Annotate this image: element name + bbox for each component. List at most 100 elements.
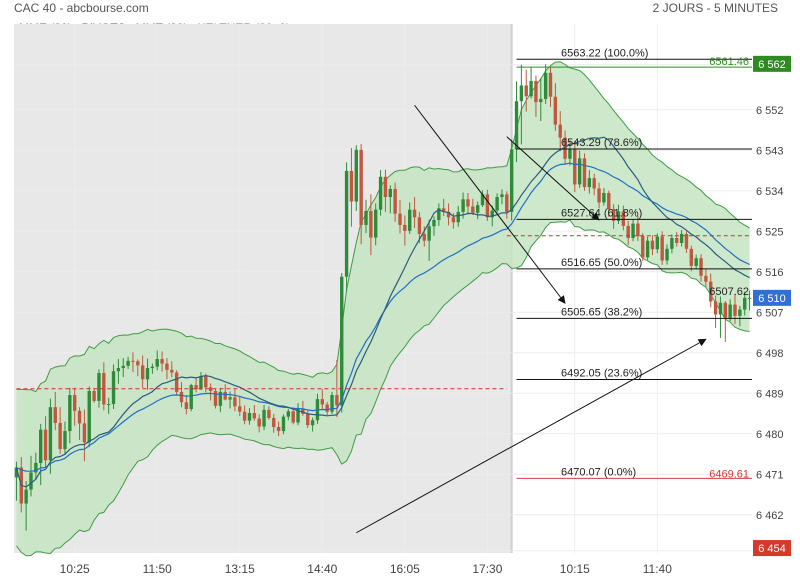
candle-body[interactable] [592,178,596,189]
candle-body[interactable] [383,176,388,198]
candle-body[interactable] [558,124,562,138]
candle-body[interactable] [432,220,436,227]
candle-body[interactable] [621,211,626,226]
candle-body[interactable] [602,193,606,203]
candle-body[interactable] [344,170,349,277]
candle-body[interactable] [82,423,87,443]
candle-body[interactable] [179,391,184,403]
candle-body[interactable] [684,233,689,249]
candle-body[interactable] [150,366,155,369]
candle-body[interactable] [582,158,587,188]
candle-body[interactable] [111,371,116,405]
candle-body[interactable] [335,395,339,406]
candle-body[interactable] [165,363,169,370]
candle-body[interactable] [539,98,543,103]
candle-body[interactable] [257,418,261,427]
candle-body[interactable] [509,149,514,212]
candle-body[interactable] [228,397,232,400]
candle-body[interactable] [48,407,53,461]
candle-body[interactable] [281,416,286,432]
candle-body[interactable] [349,170,354,202]
candle-body[interactable] [694,258,698,266]
candle-body[interactable] [121,365,125,369]
candle-body[interactable] [733,304,737,316]
candle-body[interactable] [446,211,451,218]
candle-body[interactable] [577,158,582,185]
candle-body[interactable] [563,137,567,159]
candle-body[interactable] [412,209,417,218]
candle-body[interactable] [189,385,193,409]
candle-body[interactable] [369,211,373,238]
candle-body[interactable] [519,85,524,102]
candle-body[interactable] [543,72,548,99]
candle-body[interactable] [611,209,616,221]
candle-body[interactable] [495,197,499,211]
candle-body[interactable] [636,223,640,237]
candle-body[interactable] [325,404,329,412]
candle-body[interactable] [675,238,679,243]
candle-body[interactable] [63,431,67,450]
candle-body[interactable] [475,205,480,213]
candle-body[interactable] [286,411,291,417]
candle-body[interactable] [97,373,101,401]
candle-body[interactable] [238,406,242,412]
candle-body[interactable] [72,395,77,411]
candle-body[interactable] [437,208,441,220]
candle-body[interactable] [194,385,198,390]
candle-body[interactable] [641,236,645,258]
candle-body[interactable] [106,404,111,406]
candle-body[interactable] [77,410,82,424]
candle-body[interactable] [723,302,727,318]
candle-body[interactable] [145,368,150,380]
candle-body[interactable] [306,413,310,426]
candle-body[interactable] [87,391,91,443]
candle-body[interactable] [388,188,392,198]
candle-body[interactable] [199,376,203,390]
candle-body[interactable] [53,407,57,423]
candle-body[interactable] [738,309,742,316]
candle-body[interactable] [174,372,179,392]
candle-body[interactable] [291,411,295,423]
candle-body[interactable] [704,275,708,282]
candle-body[interactable] [320,399,325,405]
candle-body[interactable] [670,238,674,249]
candle-body[interactable] [155,359,159,367]
candle-body[interactable] [296,408,300,423]
candle-body[interactable] [645,240,650,258]
candle-body[interactable] [408,209,412,231]
candle-body[interactable] [340,276,344,406]
candle-body[interactable] [616,211,621,221]
candle-body[interactable] [679,233,684,243]
candle-body[interactable] [29,472,33,490]
candle-body[interactable] [242,411,247,421]
candle-body[interactable] [451,217,456,223]
candle-body[interactable] [208,387,213,391]
candle-body[interactable] [427,226,431,241]
candle-body[interactable] [597,188,601,203]
candle-body[interactable] [34,463,38,473]
candle-body[interactable] [364,211,368,225]
candle-body[interactable] [626,225,630,238]
candle-body[interactable] [718,302,723,315]
candle-body[interactable] [24,489,28,504]
candle-body[interactable] [568,148,572,159]
candle-body[interactable] [233,397,237,407]
candle-body[interactable] [655,236,660,250]
candle-body[interactable] [262,409,266,427]
candle-body[interactable] [417,217,422,234]
candle-body[interactable] [140,365,145,380]
candle-body[interactable] [650,240,655,250]
candle-body[interactable] [553,96,558,125]
candle-body[interactable] [398,213,402,225]
candle-body[interactable] [607,193,611,210]
candle-body[interactable] [131,360,135,362]
trend-arrow[interactable] [506,136,600,221]
candle-body[interactable] [354,149,358,202]
candle-body[interactable] [213,391,218,406]
candle-body[interactable] [490,210,494,218]
candle-body[interactable] [747,297,752,299]
candle-body[interactable] [728,304,732,318]
candle-body[interactable] [39,429,43,463]
candle-body[interactable] [160,359,164,364]
